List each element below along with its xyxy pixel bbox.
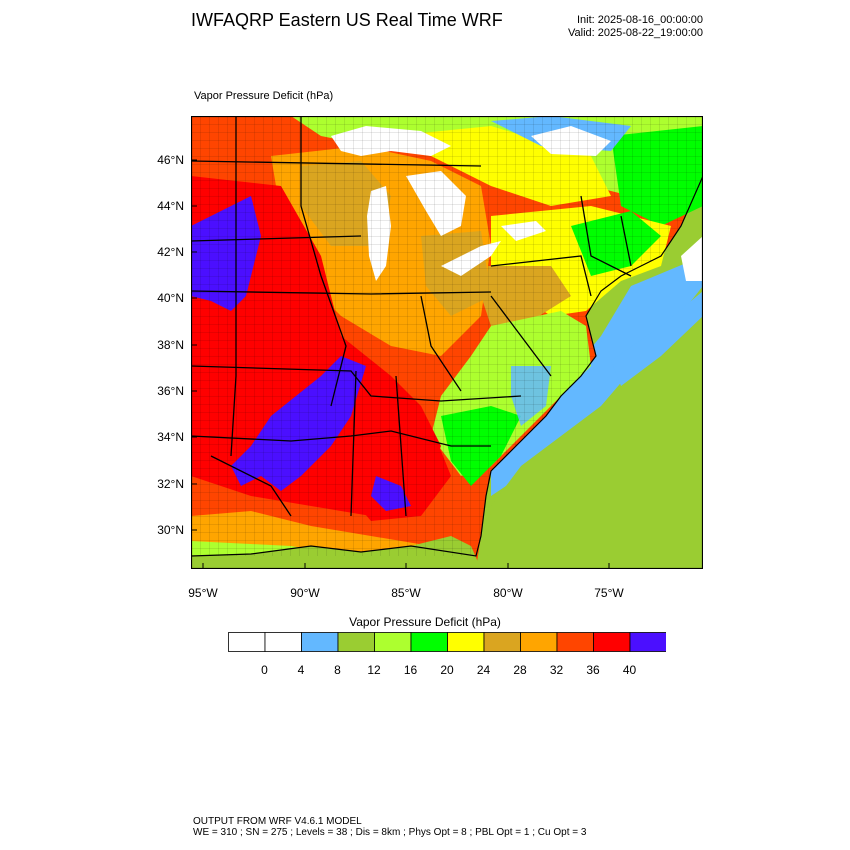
lat-label: 42°N <box>157 245 184 259</box>
valid-time: Valid: 2025-08-22_19:00:00 <box>568 27 703 39</box>
colorbar-swatch <box>264 632 302 652</box>
colorbar-label: 32 <box>549 663 564 677</box>
vpd-map <box>191 116 703 569</box>
colorbar-swatch <box>228 632 266 652</box>
lat-label: 36°N <box>157 384 184 398</box>
footer-model: OUTPUT FROM WRF V4.6.1 MODEL <box>193 816 362 827</box>
colorbar-swatch <box>483 632 521 652</box>
lat-label: 44°N <box>157 199 184 213</box>
colorbar-swatch <box>337 632 375 652</box>
colorbar-label: 40 <box>622 663 637 677</box>
colorbar-swatch <box>593 632 631 652</box>
colorbar-label: 8 <box>334 663 341 677</box>
lat-label: 32°N <box>157 477 184 491</box>
colorbar-label: 36 <box>586 663 600 677</box>
coastal-water <box>491 256 703 496</box>
colorbar-label: 16 <box>403 663 418 677</box>
lat-label: 34°N <box>157 430 184 444</box>
page-title: IWFAQRP Eastern US Real Time WRF <box>191 10 503 30</box>
colorbar-label: 12 <box>367 663 381 677</box>
field-label: Vapor Pressure Deficit (hPa) <box>194 90 334 102</box>
colorbar-swatch <box>556 632 594 652</box>
colorbar-swatches <box>228 632 667 652</box>
colorbar-label: 0 <box>261 663 268 677</box>
model-footer: OUTPUT FROM WRF V4.6.1 MODEL WE = 310 ; … <box>193 816 586 838</box>
colorbar-label: 24 <box>476 663 491 677</box>
lat-label: 40°N <box>157 291 184 305</box>
colorbar-swatch <box>520 632 558 652</box>
colorbar-swatch <box>374 632 412 652</box>
colorbar-swatch <box>301 632 339 652</box>
lat-label: 46°N <box>157 153 184 167</box>
colorbar-swatch <box>629 632 667 652</box>
lon-label: 85°W <box>391 586 421 600</box>
colorbar-label: 28 <box>513 663 527 677</box>
run-info: Init: 2025-08-16_00:00:00 Valid: 2025-08… <box>540 14 703 40</box>
lat-label: 30°N <box>157 523 184 537</box>
map-panel <box>191 116 703 569</box>
lon-label: 90°W <box>290 586 320 600</box>
lon-label: 95°W <box>188 586 218 600</box>
footer-config: WE = 310 ; SN = 275 ; Levels = 38 ; Dis … <box>193 827 587 838</box>
colorbar <box>228 632 667 657</box>
colorbar-swatch <box>410 632 448 652</box>
colorbar-title: Vapor Pressure Deficit (hPa) <box>349 615 501 629</box>
lat-label: 38°N <box>157 338 184 352</box>
init-time: Init: 2025-08-16_00:00:00 <box>577 14 703 26</box>
lon-label: 75°W <box>594 586 624 600</box>
lon-label: 80°W <box>493 586 523 600</box>
colorbar-label: 20 <box>440 663 454 677</box>
colorbar-label: 4 <box>297 663 305 677</box>
colorbar-swatch <box>447 632 485 652</box>
